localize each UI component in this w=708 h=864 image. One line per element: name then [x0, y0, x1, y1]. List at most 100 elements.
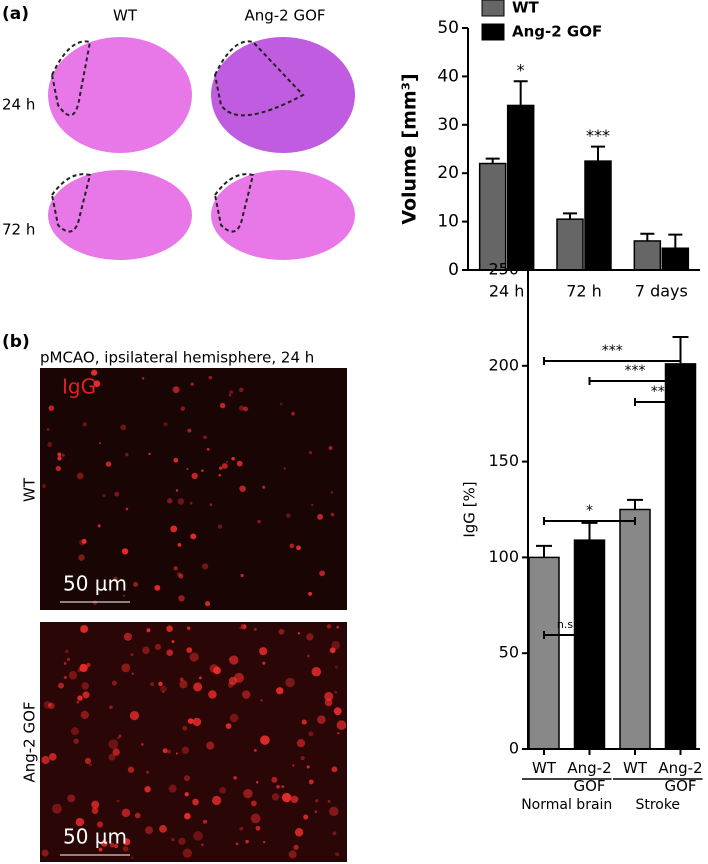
- y-axis-label: Volume [mm³]: [399, 73, 421, 224]
- speck: [231, 456, 235, 461]
- speck: [324, 691, 334, 701]
- speck: [306, 633, 314, 641]
- speck: [179, 680, 188, 689]
- speck: [336, 625, 340, 629]
- lesion-outline: [213, 173, 255, 233]
- error-bar: [627, 498, 643, 510]
- speck: [118, 734, 122, 738]
- speck: [171, 640, 175, 643]
- speck: [46, 428, 50, 431]
- speck: [201, 843, 204, 847]
- speck: [41, 755, 50, 765]
- speck: [162, 748, 168, 754]
- speck: [121, 808, 131, 818]
- speck: [229, 390, 234, 395]
- speck: [301, 719, 307, 725]
- speck: [125, 452, 129, 457]
- speck: [257, 519, 261, 524]
- y-tick-label: 50: [499, 643, 519, 662]
- speck: [178, 595, 185, 602]
- significance: ***: [625, 363, 646, 379]
- significance-bracket: [543, 517, 636, 525]
- speck: [63, 662, 67, 665]
- speck: [112, 748, 120, 756]
- speck: [134, 812, 141, 819]
- speck: [279, 402, 283, 406]
- group-label: Stroke: [635, 797, 680, 813]
- error-bar: [591, 145, 605, 162]
- lesion-outline: [213, 40, 305, 117]
- speck: [158, 681, 163, 687]
- speck: [127, 766, 135, 773]
- speck: [173, 457, 179, 463]
- texture: [41, 369, 347, 859]
- significance: ***: [602, 343, 623, 359]
- speck: [189, 652, 199, 662]
- error-bar: [640, 232, 655, 241]
- speck: [102, 493, 106, 498]
- speck: [290, 795, 299, 804]
- speck: [311, 667, 322, 677]
- speck: [178, 573, 184, 579]
- bar: [573, 539, 606, 750]
- speck: [315, 799, 319, 803]
- speck: [166, 625, 173, 633]
- speck: [58, 682, 65, 689]
- speck: [276, 784, 280, 789]
- speck: [319, 570, 325, 577]
- brain-images: [48, 37, 355, 260]
- row-label: 24 h: [2, 96, 35, 114]
- speck: [213, 666, 221, 675]
- speck: [331, 640, 341, 650]
- speck: [93, 380, 101, 388]
- speck: [276, 687, 284, 695]
- speck: [225, 460, 229, 464]
- speck: [177, 498, 185, 505]
- speck: [159, 824, 167, 833]
- brain-section: [211, 170, 355, 260]
- speck: [121, 548, 129, 555]
- speck: [80, 624, 89, 633]
- speck: [308, 591, 313, 596]
- speck: [162, 690, 165, 693]
- speck: [271, 793, 280, 801]
- legend-swatch: [481, 0, 505, 17]
- speck: [144, 786, 151, 793]
- row-label: Ang-2 GOF: [21, 701, 39, 782]
- speck: [51, 803, 62, 814]
- speck: [48, 752, 57, 761]
- speck: [331, 766, 338, 773]
- legend-label: WT: [512, 0, 540, 17]
- speck: [184, 792, 189, 797]
- speck: [121, 663, 131, 673]
- y-tick-label: 0: [509, 739, 519, 758]
- speck: [262, 485, 266, 489]
- speck: [84, 757, 92, 765]
- speck: [96, 821, 104, 828]
- stain-label: IgG: [62, 375, 96, 399]
- bar: [528, 556, 560, 750]
- speck: [239, 485, 246, 492]
- speck: [243, 406, 248, 412]
- speck: [63, 675, 67, 680]
- caption: pMCAO, ipsilateral hemisphere, 24 h: [40, 349, 314, 367]
- speck: [120, 424, 127, 431]
- y-axis-label: IgG [%]: [461, 481, 479, 537]
- speck: [170, 525, 178, 533]
- y-tick-label: 100: [488, 547, 519, 566]
- scale-bar-label: 50 µm: [63, 572, 127, 596]
- speck: [186, 626, 191, 630]
- y-tick-label: 250: [488, 260, 519, 279]
- speck: [175, 489, 179, 492]
- speck: [142, 377, 145, 380]
- speck: [335, 852, 340, 857]
- speck: [98, 847, 103, 852]
- significance-bracket: [634, 398, 682, 406]
- speck: [229, 655, 239, 665]
- row-label: 72 h: [2, 221, 35, 239]
- speck: [65, 649, 69, 654]
- speck: [300, 755, 305, 761]
- speck: [201, 469, 204, 472]
- speck: [117, 736, 120, 740]
- speck: [114, 844, 119, 849]
